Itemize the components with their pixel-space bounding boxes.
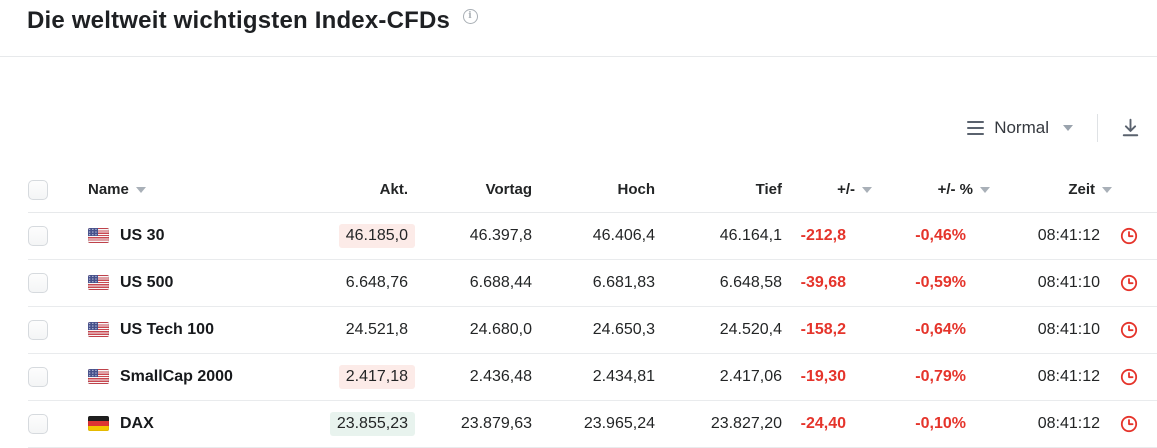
realtime-clock-icon (1120, 274, 1138, 291)
high: 24.650,3 (532, 306, 655, 354)
quote-time: 08:41:12 (990, 353, 1112, 401)
country-flag-icon (88, 228, 109, 243)
change: -19,30 (782, 353, 872, 401)
high: 23.965,24 (532, 400, 655, 448)
change-percent: -0,79% (872, 353, 990, 401)
table-row: US 30 46.185,0 46.397,8 46.406,4 46.164,… (28, 212, 1157, 260)
table-row: SmallCap 2000 2.417,18 2.436,48 2.434,81… (28, 353, 1157, 401)
column-header-zeit[interactable]: Zeit (990, 168, 1112, 213)
index-cfd-table: Name Akt. Vortag Hoch Tief +/- +/- % Zei… (28, 168, 1157, 448)
instrument-link[interactable]: SmallCap 2000 (120, 367, 233, 385)
instrument-link[interactable]: DAX (120, 414, 154, 432)
change: -24,40 (782, 400, 872, 448)
quote-time: 08:41:12 (990, 400, 1112, 448)
row-checkbox[interactable] (28, 272, 48, 293)
menu-lines-icon (967, 121, 985, 135)
row-checkbox[interactable] (28, 225, 48, 246)
instrument-link[interactable]: US 500 (120, 273, 174, 291)
view-mode-label: Normal (994, 118, 1049, 137)
select-all-checkbox[interactable] (28, 179, 48, 200)
realtime-clock-icon (1120, 227, 1138, 244)
low: 2.417,06 (655, 353, 782, 401)
high: 46.406,4 (532, 212, 655, 260)
country-flag-icon (88, 322, 109, 337)
column-header-change-pct[interactable]: +/- % (872, 168, 990, 213)
low: 23.827,20 (655, 400, 782, 448)
low: 6.648,58 (655, 259, 782, 307)
prev-close: 6.688,44 (408, 259, 532, 307)
column-header-tief[interactable]: Tief (655, 168, 782, 213)
prev-close: 24.680,0 (408, 306, 532, 354)
quote-time: 08:41:10 (990, 259, 1112, 307)
realtime-clock-icon (1120, 321, 1138, 338)
quote-time: 08:41:10 (990, 306, 1112, 354)
column-header-change[interactable]: +/- (782, 168, 872, 213)
country-flag-icon (88, 275, 109, 290)
row-checkbox[interactable] (28, 366, 48, 387)
column-header-name[interactable]: Name (88, 168, 318, 213)
last-price: 46.185,0 (338, 223, 415, 248)
change-percent: -0,59% (872, 259, 990, 307)
low: 24.520,4 (655, 306, 782, 354)
table-row: US Tech 100 24.521,8 24.680,0 24.650,3 2… (28, 306, 1157, 354)
table-header-row: Name Akt. Vortag Hoch Tief +/- +/- % Zei… (28, 168, 1157, 213)
page-header: Die weltweit wichtigsten Index-CFDs i (0, 0, 1157, 57)
sort-caret-icon (980, 187, 990, 194)
change: -212,8 (782, 212, 872, 260)
realtime-clock-icon (1120, 415, 1138, 432)
country-flag-icon (88, 369, 109, 384)
last-price: 23.855,23 (329, 411, 415, 436)
view-mode-dropdown[interactable]: Normal (961, 114, 1079, 142)
table-row: US 500 6.648,76 6.688,44 6.681,83 6.648,… (28, 259, 1157, 307)
high: 2.434,81 (532, 353, 655, 401)
row-checkbox[interactable] (28, 319, 48, 340)
info-icon[interactable]: i (462, 8, 478, 24)
table-row: DAX 23.855,23 23.879,63 23.965,24 23.827… (28, 400, 1157, 448)
last-price: 24.521,8 (345, 320, 408, 338)
high: 6.681,83 (532, 259, 655, 307)
country-flag-icon (88, 416, 109, 431)
column-header-akt[interactable]: Akt. (318, 168, 408, 213)
sort-caret-icon (862, 187, 872, 194)
page-title: Die weltweit wichtigsten Index-CFDs (27, 7, 451, 34)
download-button[interactable] (1114, 114, 1147, 143)
change: -39,68 (782, 259, 872, 307)
download-icon (1122, 118, 1139, 136)
realtime-clock-icon (1120, 368, 1138, 385)
sort-caret-icon (1102, 187, 1112, 194)
row-checkbox[interactable] (28, 413, 48, 434)
last-price: 2.417,18 (338, 364, 415, 389)
change: -158,2 (782, 306, 872, 354)
prev-close: 23.879,63 (408, 400, 532, 448)
change-percent: -0,10% (872, 400, 990, 448)
toolbar-divider (1097, 114, 1098, 142)
table-toolbar: Normal (0, 112, 1147, 144)
prev-close: 46.397,8 (408, 212, 532, 260)
last-price: 6.648,76 (345, 273, 408, 291)
instrument-link[interactable]: US 30 (120, 226, 165, 244)
change-percent: -0,46% (872, 212, 990, 260)
prev-close: 2.436,48 (408, 353, 532, 401)
chevron-down-icon (1063, 125, 1073, 131)
low: 46.164,1 (655, 212, 782, 260)
column-header-hoch[interactable]: Hoch (532, 168, 655, 213)
change-percent: -0,64% (872, 306, 990, 354)
quote-time: 08:41:12 (990, 212, 1112, 260)
instrument-link[interactable]: US Tech 100 (120, 320, 214, 338)
column-header-vortag[interactable]: Vortag (408, 168, 532, 213)
sort-caret-icon (135, 187, 146, 194)
